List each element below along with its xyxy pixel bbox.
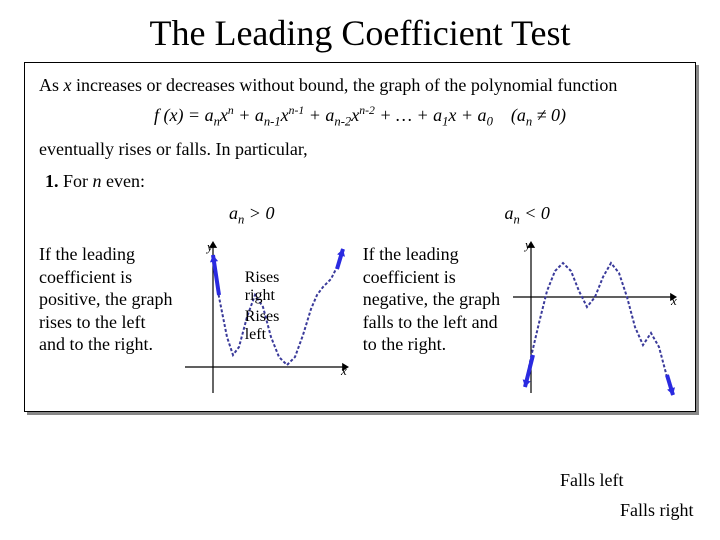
rr-text: Rises right (245, 269, 295, 306)
falls-right-label: Falls right (620, 500, 694, 521)
rl-text: Rises left (245, 308, 295, 345)
formula: f (x) = anxn + an-1xn-1 + an-2xn-2 + … +… (39, 103, 681, 131)
chart-negative-svg: yx (511, 237, 681, 397)
case-rest: For (59, 171, 93, 191)
intro-text: As x increases or decreases without boun… (39, 73, 681, 97)
an-pos-tail: > 0 (244, 203, 274, 223)
intro-var: x (64, 75, 72, 95)
case-tail: even: (102, 171, 145, 191)
svg-text:x: x (670, 293, 677, 308)
an-neg-tail: < 0 (520, 203, 550, 223)
case-line: 1. For n even: (45, 169, 681, 193)
svg-text:x: x (340, 363, 347, 378)
case-bold: 1. (45, 171, 59, 191)
an-negative: an < 0 (504, 201, 549, 229)
svg-text:y: y (523, 237, 531, 252)
after-text: eventually rises or falls. In particular… (39, 137, 681, 161)
graphs-row: If the leading coefficient is positive, … (39, 237, 681, 397)
an-a1: a (229, 203, 238, 223)
right-description: If the leading coefficient is negative, … (363, 237, 501, 356)
rises-right-label: Rises right Rises left (245, 269, 295, 345)
content-box: As x increases or decreases without boun… (24, 62, 696, 412)
intro-prefix: As (39, 75, 64, 95)
left-description: If the leading coefficient is positive, … (39, 237, 173, 356)
an-positive: an > 0 (229, 201, 274, 229)
an-labels: an > 0 an < 0 (229, 201, 681, 229)
chart-positive: y x Rises right Rises left (183, 237, 353, 397)
svg-text:y: y (205, 239, 213, 254)
chart-negative: yx (511, 237, 681, 397)
intro-rest: increases or decreases without bound, th… (72, 75, 618, 95)
falls-left-label: Falls left (560, 470, 624, 491)
case-var: n (93, 171, 102, 191)
page-title: The Leading Coefficient Test (0, 0, 720, 62)
